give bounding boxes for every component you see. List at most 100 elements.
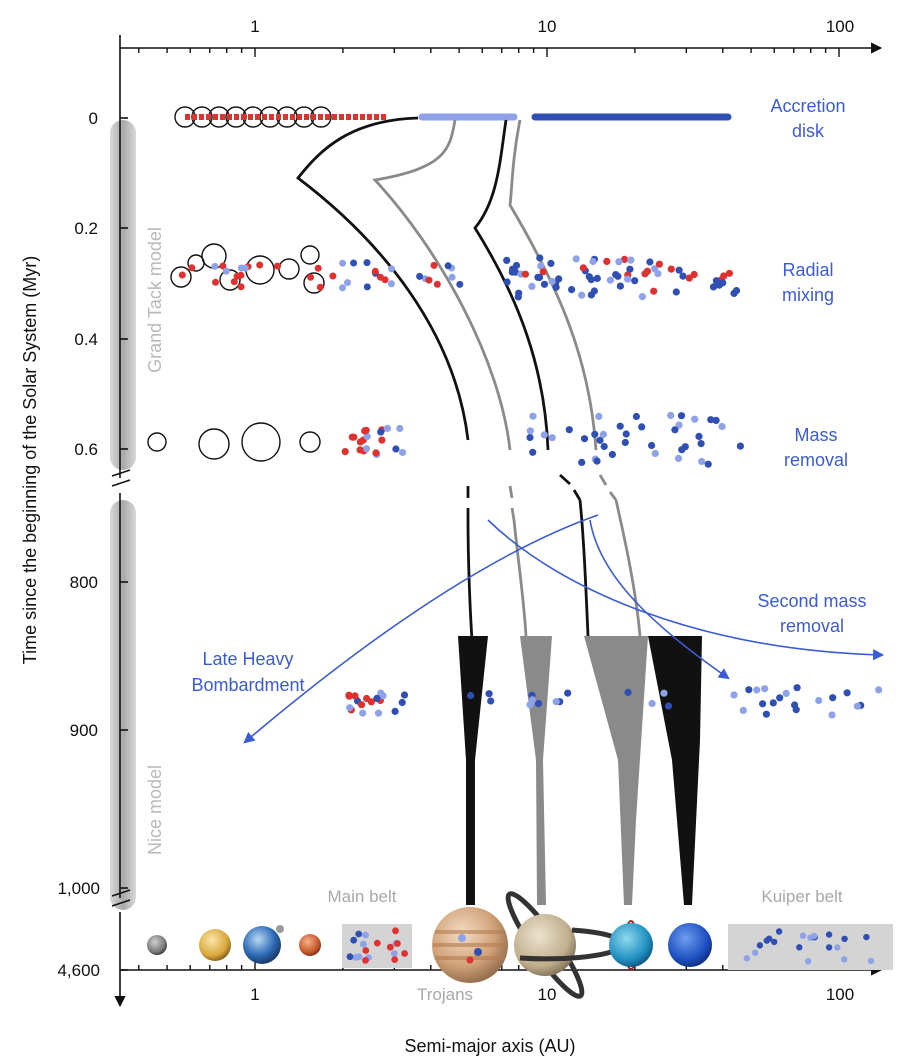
svg-text:removal: removal — [780, 616, 844, 636]
material-dot — [241, 264, 249, 272]
material-dot — [356, 446, 364, 454]
material-dot — [390, 950, 398, 957]
material-dot — [648, 699, 656, 708]
material-dot — [398, 698, 406, 707]
x-bottom-tick-100: 100 — [826, 985, 854, 1004]
material-dot — [391, 707, 399, 716]
material-dot — [678, 446, 686, 454]
planetesimal-circle — [219, 269, 241, 291]
material-dot — [508, 268, 516, 276]
material-dot — [430, 261, 438, 269]
material-dot — [622, 430, 630, 438]
mass-removal-row — [147, 411, 745, 468]
material-dot — [593, 457, 601, 465]
material-dot — [529, 412, 537, 420]
stage-late-heavy-bombardment: Late Heavy Bombardment — [191, 649, 304, 695]
material-dot — [638, 423, 646, 431]
material-dot — [394, 940, 401, 947]
material-dot — [603, 257, 611, 265]
material-dot — [875, 686, 883, 694]
material-dot — [829, 694, 837, 702]
material-dot — [350, 259, 358, 267]
material-dot — [552, 698, 560, 706]
main-belt-label: Main belt — [328, 887, 397, 906]
material-dot — [596, 436, 604, 444]
material-dot — [444, 262, 452, 270]
mercury-icon — [147, 935, 167, 955]
material-dot — [624, 688, 632, 697]
y-tick-0.6: 0.6 — [74, 440, 98, 459]
material-dot — [233, 272, 241, 280]
x-top-tick-1: 1 — [250, 17, 259, 36]
material-dot — [759, 700, 767, 708]
material-dot — [615, 258, 623, 266]
material-dot — [400, 691, 409, 699]
mars-icon — [299, 934, 321, 956]
accretion-disk-row — [174, 106, 732, 128]
material-dot — [378, 436, 386, 444]
material-dot — [792, 706, 800, 714]
nice-model-label: Nice model — [145, 765, 165, 855]
trojans-label: Trojans — [417, 985, 473, 1004]
material-dot — [743, 955, 750, 962]
material-dot — [667, 411, 675, 419]
saturn-wedge — [520, 636, 552, 905]
planetesimal-circle — [303, 272, 325, 294]
x-top-tick-labels: 1 10 100 — [250, 17, 854, 36]
material-dot — [383, 424, 391, 432]
x-top-tick-10: 10 — [538, 17, 557, 36]
material-dot — [796, 944, 803, 951]
svg-text:Radial: Radial — [782, 260, 833, 280]
material-dot — [377, 428, 385, 436]
material-dot — [564, 689, 572, 697]
material-dot — [589, 257, 597, 266]
svg-text:Bombardment: Bombardment — [191, 675, 304, 695]
y-tick-0.4: 0.4 — [74, 330, 98, 349]
material-dot — [529, 448, 537, 456]
material-dot — [739, 706, 747, 715]
material-dot — [314, 264, 322, 272]
material-dot — [503, 256, 511, 264]
x-bottom-tick-10: 10 — [538, 985, 557, 1004]
material-dot — [725, 269, 734, 277]
material-dot — [362, 947, 370, 954]
material-dot — [752, 949, 759, 956]
material-dot — [651, 449, 659, 458]
material-dot — [730, 691, 738, 699]
material-dot — [178, 271, 186, 279]
material-dot — [521, 270, 530, 278]
material-dot — [841, 935, 848, 942]
material-dot — [825, 944, 833, 951]
svg-text:disk: disk — [792, 121, 825, 141]
material-dot — [362, 931, 369, 939]
material-dot — [339, 284, 346, 292]
material-dot — [361, 427, 369, 435]
material-dot — [237, 283, 245, 291]
svg-text:mixing: mixing — [782, 285, 834, 305]
planet-wedges — [458, 636, 702, 905]
material-dot — [828, 711, 836, 719]
material-dot — [536, 254, 544, 262]
material-dot — [362, 957, 369, 964]
svg-text:Mass: Mass — [794, 425, 837, 445]
material-dot — [363, 283, 371, 291]
y-tick-900: 900 — [70, 721, 98, 740]
material-dot — [675, 266, 683, 274]
material-dot — [691, 415, 699, 423]
material-dot — [732, 287, 741, 295]
y-axis-title: Time since the beginning of the Solar Sy… — [20, 256, 40, 665]
material-dot — [359, 709, 367, 717]
material-dot — [593, 274, 601, 282]
jupiter-wedge — [458, 636, 488, 905]
material-dot — [376, 273, 384, 281]
kuiper-belt-region: Kuiper belt — [728, 887, 893, 970]
lhb-row — [345, 684, 883, 719]
material-dot — [782, 689, 790, 698]
planets — [147, 891, 712, 999]
material-dot — [371, 267, 379, 275]
material-dot — [853, 702, 862, 710]
material-dot — [485, 690, 493, 698]
material-dot — [344, 279, 351, 287]
material-dot — [660, 689, 668, 697]
material-dot — [359, 940, 367, 948]
